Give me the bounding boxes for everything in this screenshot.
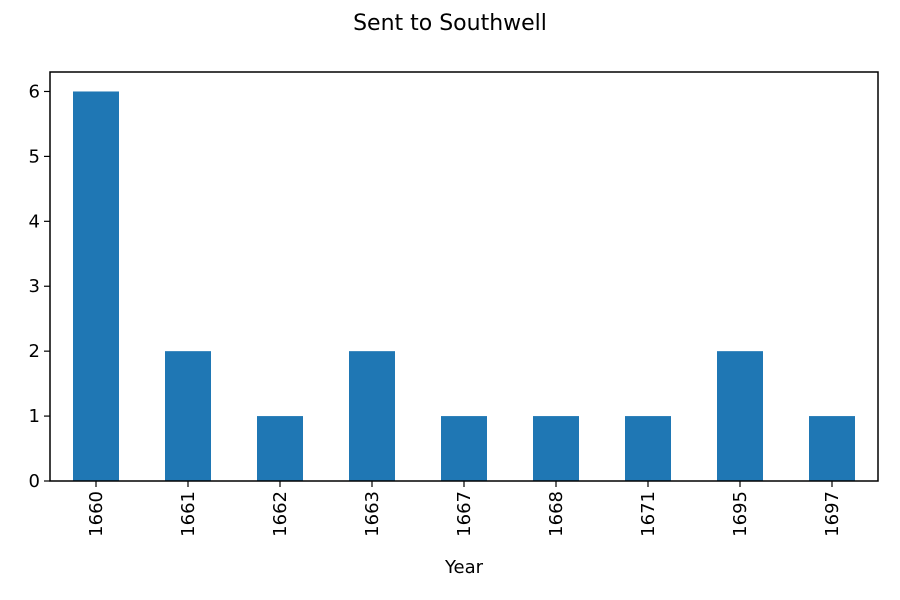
plot-frame (49, 71, 879, 482)
y-tick-label: 6 (29, 81, 40, 102)
bars-group (73, 91, 855, 481)
bar-1663 (349, 351, 395, 481)
bar-1671 (625, 416, 671, 481)
x-axis-label: Year (444, 557, 484, 578)
y-tick-label: 4 (29, 211, 40, 232)
y-tick-label: 2 (29, 341, 40, 362)
x-tick-label: 1663 (362, 491, 383, 537)
x-tick-label: 1667 (454, 491, 475, 537)
x-tick-label: 1668 (546, 491, 567, 537)
bar-1662 (257, 416, 303, 481)
y-tick-label: 3 (29, 276, 40, 297)
y-tick-label: 1 (29, 406, 40, 427)
x-tick-label: 1661 (178, 491, 199, 537)
bar-1660 (73, 91, 119, 481)
bar-1695 (717, 351, 763, 481)
y-tick-label: 0 (29, 471, 40, 492)
bar-1661 (165, 351, 211, 481)
chart-title: Sent to Southwell (353, 11, 547, 36)
x-tick-label: 1697 (822, 491, 843, 537)
x-tick-label: 1660 (86, 491, 107, 537)
bar-1667 (441, 416, 487, 481)
x-tick-label: 1695 (730, 491, 751, 537)
y-axis-ticks: 0 1 2 3 4 5 6 (29, 81, 50, 492)
x-tick-label: 1662 (270, 491, 291, 537)
bar-1697 (809, 416, 855, 481)
x-tick-label: 1671 (638, 491, 659, 537)
bar-1668 (533, 416, 579, 481)
y-tick-label: 5 (29, 146, 40, 167)
x-axis-ticks: 1660 1661 1662 1663 1667 1668 1671 1695 1697 (86, 481, 843, 537)
